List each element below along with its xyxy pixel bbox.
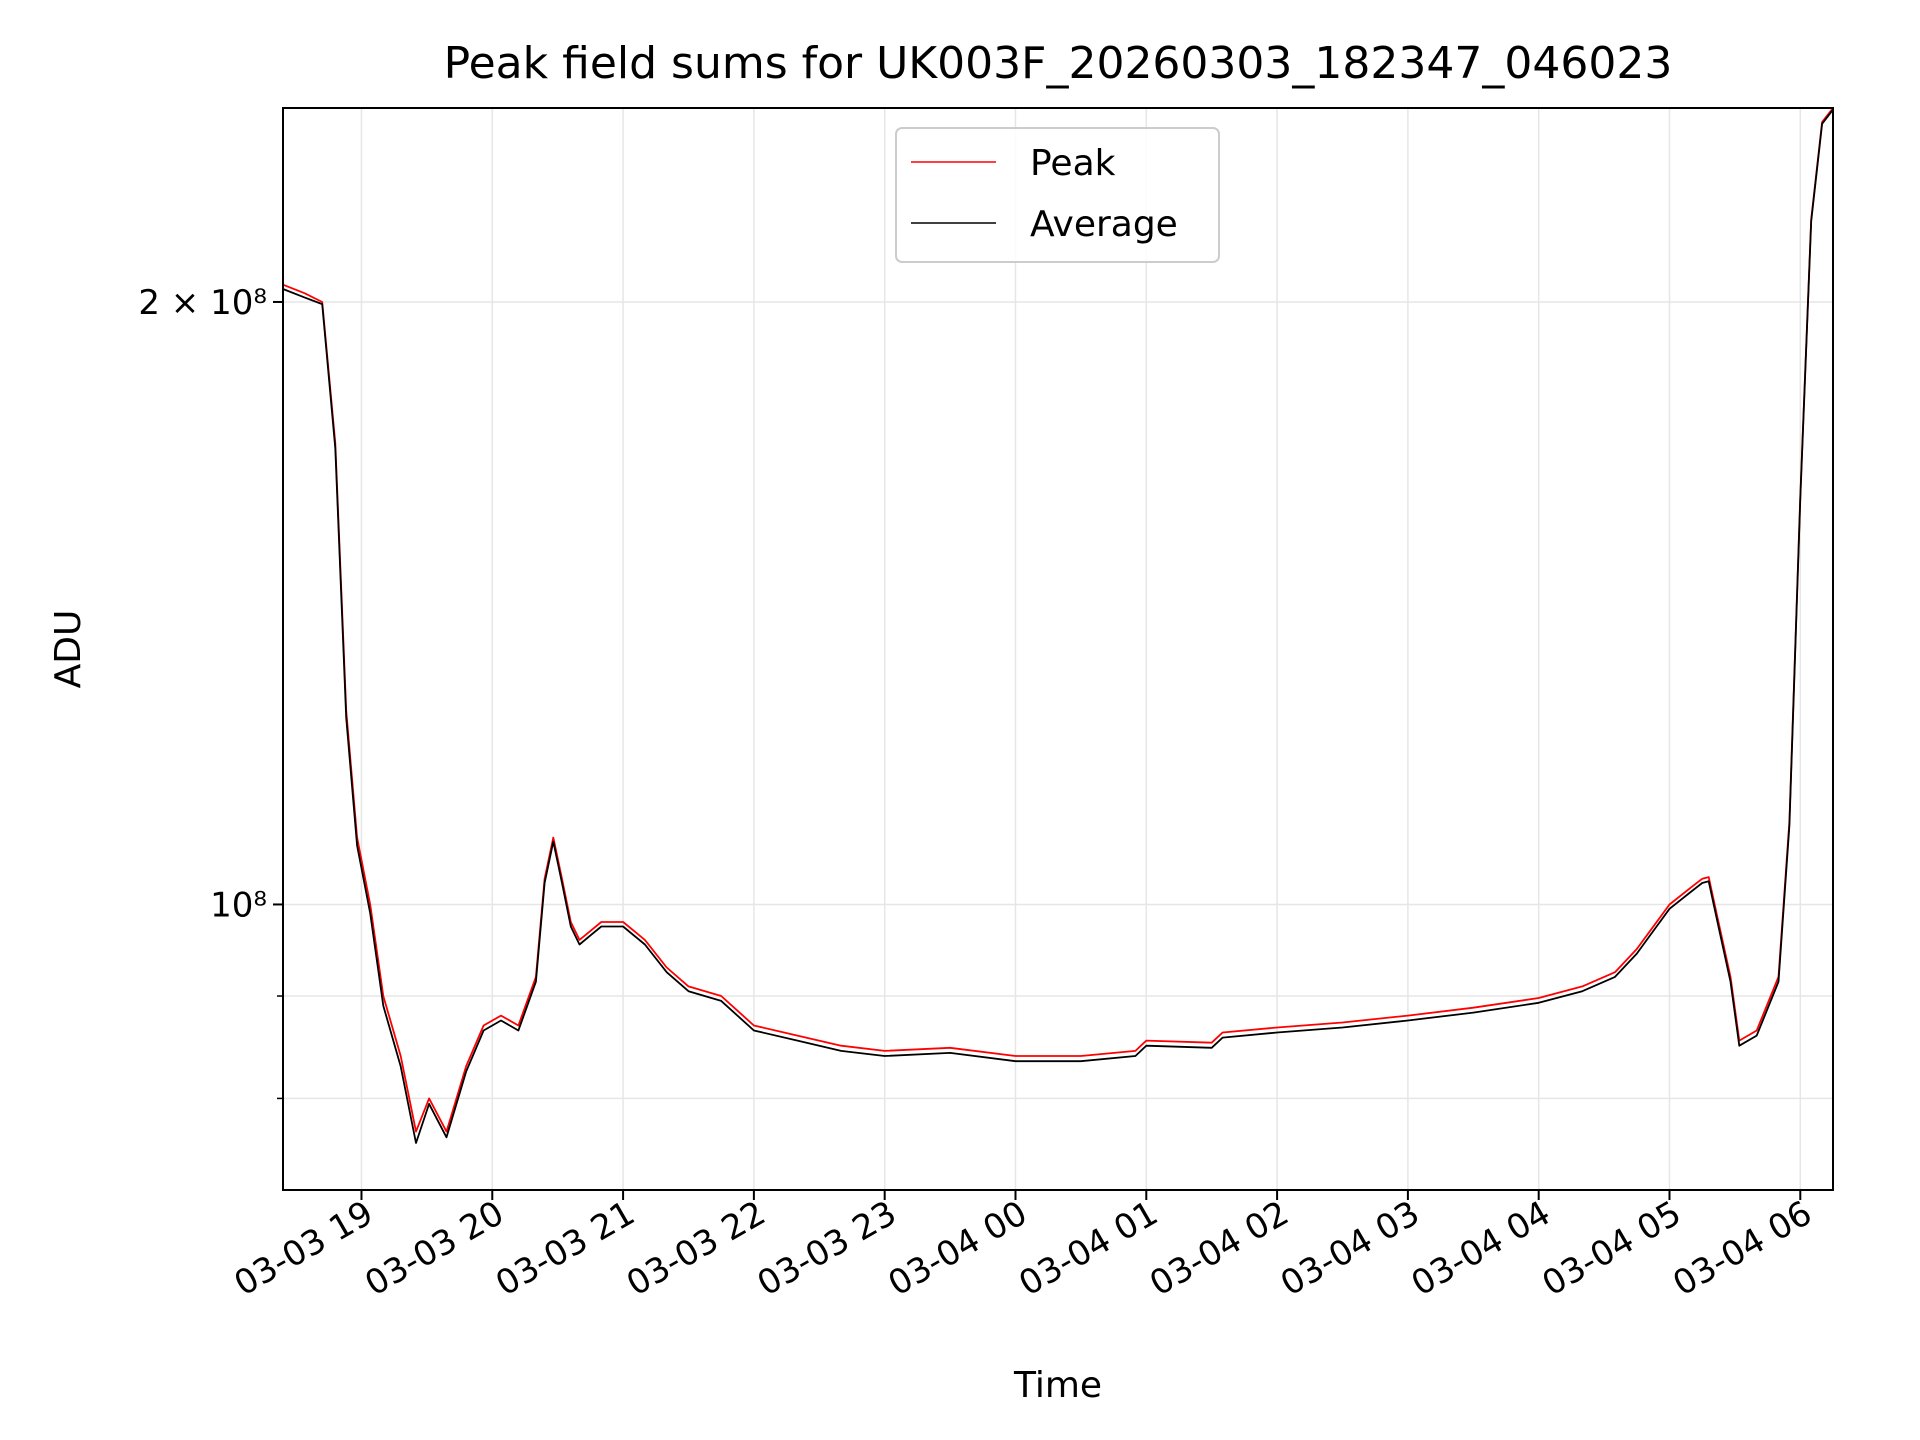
legend-average-label: Average bbox=[1030, 204, 1178, 245]
plot-frame bbox=[282, 107, 1834, 1191]
chart-title: Peak field sums for UK003F_20260303_1823… bbox=[444, 38, 1673, 89]
legend: Peak Average bbox=[895, 127, 1220, 263]
series-line-average bbox=[282, 109, 1834, 1144]
legend-peak-label: Peak bbox=[1030, 143, 1116, 184]
series-line-peak bbox=[282, 107, 1834, 1133]
series-layer bbox=[282, 107, 1834, 1144]
y-tick-label: 10⁸ bbox=[210, 885, 267, 925]
grid-lines bbox=[283, 108, 1833, 1190]
y-tick-label: 2 × 10⁸ bbox=[138, 283, 267, 323]
x-axis-label: Time bbox=[1013, 1365, 1102, 1406]
y-axis-label: ADU bbox=[48, 610, 89, 689]
